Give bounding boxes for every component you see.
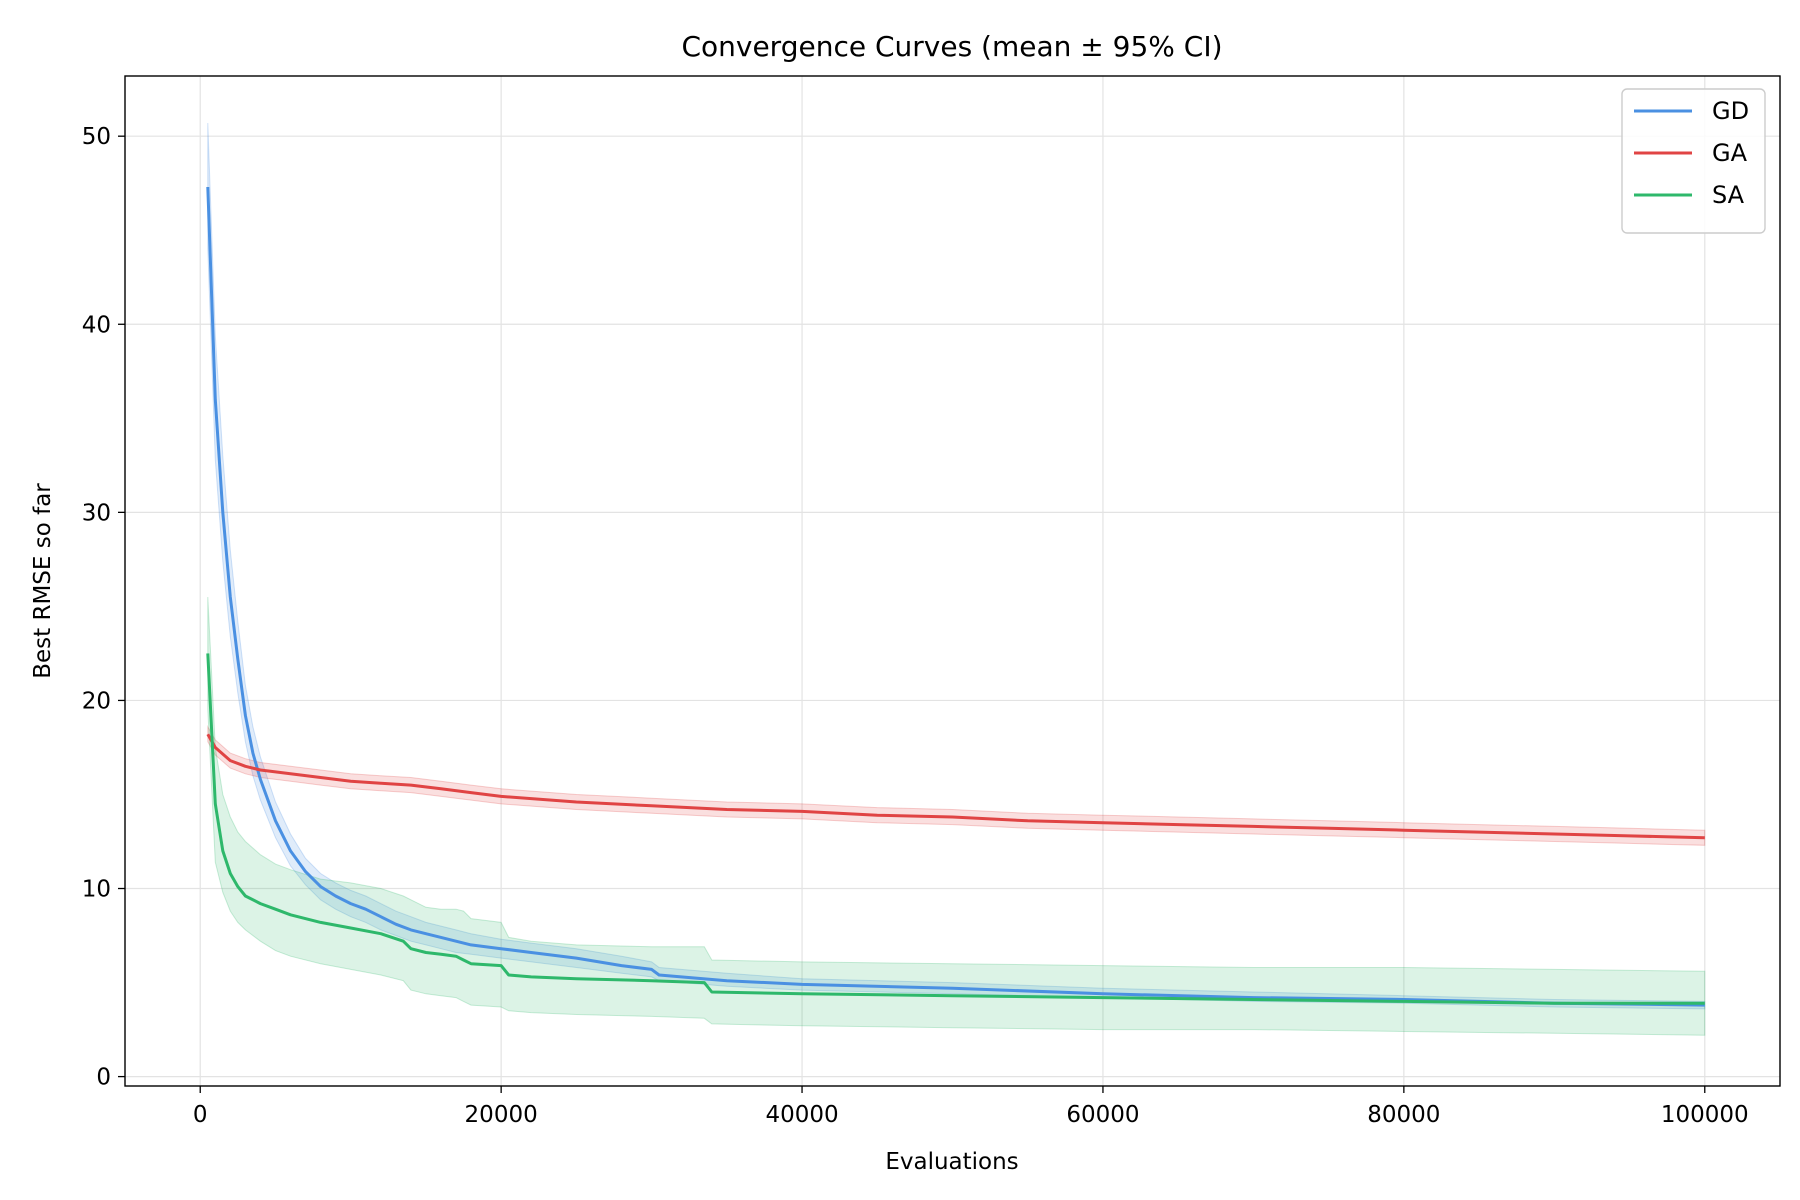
- x-axis-label: Evaluations: [885, 1149, 1018, 1175]
- line-ga: [206, 733, 1705, 840]
- line-gd: [206, 186, 1705, 1007]
- x-axis-ticks: 0 20000 40000 60000 80000 100000: [193, 1086, 1749, 1128]
- legend-label-gd: GD: [1712, 97, 1749, 125]
- series-lines: [206, 186, 1705, 1007]
- x-tick-label: 60000: [1066, 1102, 1139, 1128]
- y-tick-label: 50: [82, 124, 111, 150]
- x-tick-label: 0: [193, 1102, 208, 1128]
- grid: [125, 76, 1780, 1086]
- x-tick-label: 80000: [1367, 1102, 1440, 1128]
- band-sa: [207, 596, 1706, 1036]
- plot-frame: [124, 75, 1781, 1087]
- legend-box: [1621, 88, 1766, 234]
- x-tick-label: 40000: [765, 1102, 838, 1128]
- legend-label-sa: SA: [1712, 181, 1745, 209]
- legend: GD GA SA: [1621, 88, 1766, 234]
- band-gd: [207, 122, 1706, 1010]
- y-tick-label: 10: [82, 877, 111, 903]
- x-tick-label: 100000: [1661, 1102, 1749, 1128]
- y-tick-label: 20: [82, 688, 111, 714]
- y-tick-label: 30: [82, 500, 111, 526]
- y-axis-ticks: 0 10 20 30 40 50: [82, 124, 125, 1091]
- y-axis-label: Best RMSE so far: [30, 483, 56, 679]
- chart-title: Convergence Curves (mean ± 95% CI): [681, 30, 1222, 63]
- legend-label-ga: GA: [1712, 139, 1748, 167]
- line-sa: [206, 653, 1705, 1005]
- x-tick-label: 20000: [465, 1102, 538, 1128]
- y-tick-label: 0: [96, 1065, 111, 1091]
- y-tick-label: 40: [82, 312, 111, 338]
